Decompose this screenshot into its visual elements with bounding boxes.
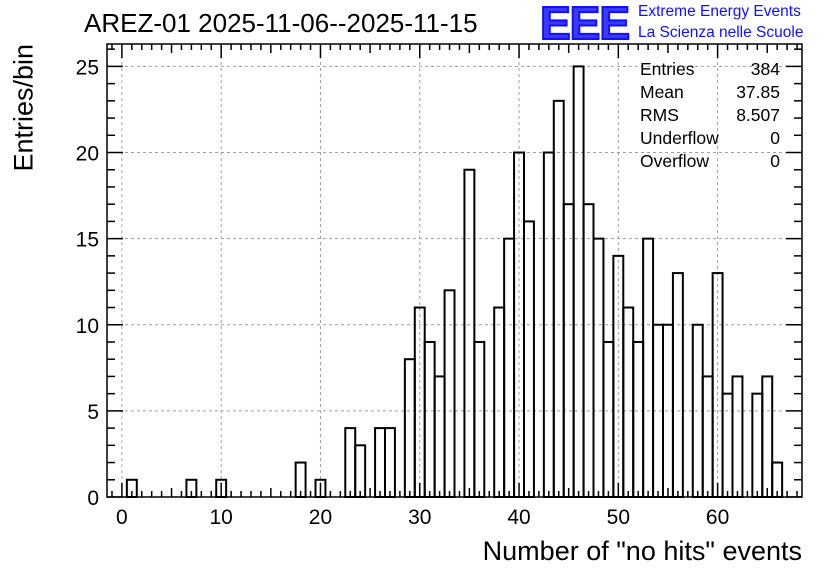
histogram-bin [423,340,436,498]
y-tick-label: 0 [87,487,99,510]
histogram-bin [473,340,486,498]
histogram-bin [671,272,684,498]
histogram-bin [622,306,635,498]
y-tick-label: 15 [76,229,99,252]
x-tick-label: 10 [209,506,232,529]
eee-logo: EEE [539,0,631,49]
stats-key: Underflow [640,128,719,148]
x-tick-label: 40 [507,506,530,529]
stats-box: Entries 384 Mean 37.85 RMS 8.507 Underflow 0… [640,58,780,173]
tick-labels: 0 10 20 30 40 50 60 0 5 10 15 20 25 [76,56,730,529]
histogram-bin [433,375,446,498]
histogram-bin [751,392,764,498]
stats-key: RMS [640,105,679,125]
histogram-bin [503,237,516,498]
chart-title: AREZ-01 2025-11-06--2025-11-15 [84,8,478,38]
histogram-bin [572,65,585,498]
stats-value: 8.507 [736,105,780,125]
histogram-bin [384,427,396,498]
histogram-bin [523,220,535,498]
stats-value: 384 [750,59,780,79]
histogram-bin [632,340,645,498]
y-tick-label: 10 [76,315,99,338]
y-axis-label: Entries/bin [8,43,39,172]
histogram-bin [443,289,456,498]
stats-row-entries: Entries 384 [640,58,780,81]
histogram-bin [354,444,367,498]
axis-ticks [107,44,802,498]
histogram-bin [721,392,734,498]
x-tick-label: 50 [607,506,630,529]
stats-row-mean: Mean 37.85 [640,81,780,104]
stats-value: 37.85 [736,82,780,102]
stats-value: 0 [770,128,780,148]
histogram-bin [403,358,416,498]
histogram-bin [344,427,357,498]
histogram-bin [562,203,575,498]
logo-line-2: La Scienza nelle Scuole [638,24,804,41]
histogram-bin [552,99,565,498]
x-tick-label: 60 [706,506,729,529]
histogram-bin [463,168,476,498]
histogram-bin [493,306,506,498]
stats-row-rms: RMS 8.507 [640,104,780,127]
histogram-bin [582,203,595,498]
logo-line-1: Extreme Energy Events [638,3,801,20]
histogram-bin [413,306,426,498]
histogram-bin [701,375,714,498]
x-tick-label: 30 [408,506,431,529]
x-tick-label: 20 [309,506,332,529]
stats-key: Entries [640,59,695,79]
stats-row-overflow: Overflow 0 [640,150,780,173]
x-tick-label: 0 [116,506,128,529]
histogram-bin [374,427,387,498]
stats-key: Overflow [640,151,710,171]
histogram-bin [761,375,774,498]
histogram-bin [731,375,744,498]
histogram-bin [602,340,615,498]
stats-key: Mean [640,82,684,102]
histogram-bin [592,237,605,498]
histogram-bin [642,237,655,498]
x-axis-label: Number of "no hits" events [482,536,802,566]
y-tick-label: 25 [76,56,99,79]
y-tick-label: 5 [87,401,99,424]
stats-value: 0 [770,151,780,171]
histogram-bin [711,272,724,498]
y-tick-label: 20 [76,143,99,166]
plot-frame [106,43,803,498]
stats-row-underflow: Underflow 0 [640,127,780,150]
